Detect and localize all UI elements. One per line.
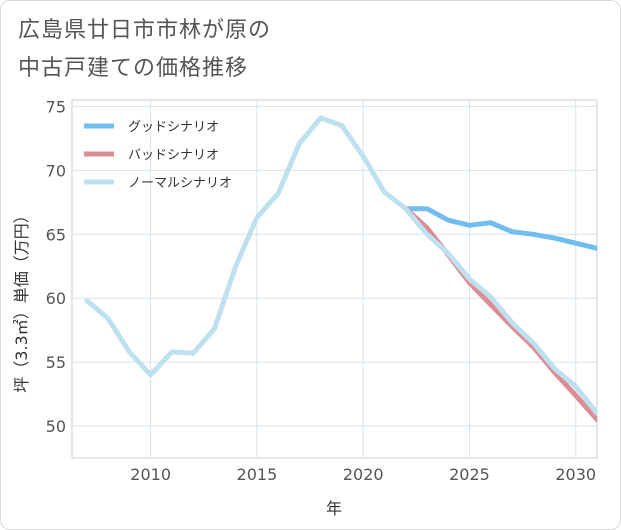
y-axis-label: 坪（3.3㎡）単価（万円） — [12, 207, 31, 392]
y-tick-label-70: 70 — [46, 161, 66, 180]
y-tick-label-75: 75 — [46, 97, 66, 116]
x-tick-label-2015: 2015 — [237, 465, 278, 484]
x-axis-ticks: 2010 2015 2020 2025 2030 — [130, 465, 596, 484]
legend-label-1: グッドシナリオ — [128, 120, 219, 135]
plot-area — [71, 99, 598, 459]
chart-title-line-1: 広島県廿日市市林が原の — [18, 18, 272, 43]
x-axis-label: 年 — [326, 499, 342, 518]
series-line-3 — [84, 115, 597, 416]
y-axis-ticks: 50 55 60 65 70 75 — [46, 97, 66, 436]
y-tick-label-60: 60 — [46, 289, 66, 308]
chart-title: 広島県廿日市市林が原の 中古戸建ての価格推移 — [18, 12, 271, 88]
chart-title-line-2: 中古戸建ての価格推移 — [18, 56, 249, 81]
x-tick-label-2020: 2020 — [343, 465, 384, 484]
y-tick-label-50: 50 — [46, 417, 66, 436]
series-line-1 — [403, 206, 597, 251]
legend-label-3: ノーマルシナリオ — [128, 176, 232, 191]
y-tick-label-65: 65 — [46, 225, 66, 244]
series-lines — [84, 115, 597, 423]
x-tick-label-2025: 2025 — [449, 465, 490, 484]
x-tick-label-2030: 2030 — [555, 465, 596, 484]
legend-label-2: バッドシナリオ — [128, 148, 219, 163]
y-tick-label-55: 55 — [46, 353, 66, 372]
x-tick-label-2010: 2010 — [130, 465, 171, 484]
